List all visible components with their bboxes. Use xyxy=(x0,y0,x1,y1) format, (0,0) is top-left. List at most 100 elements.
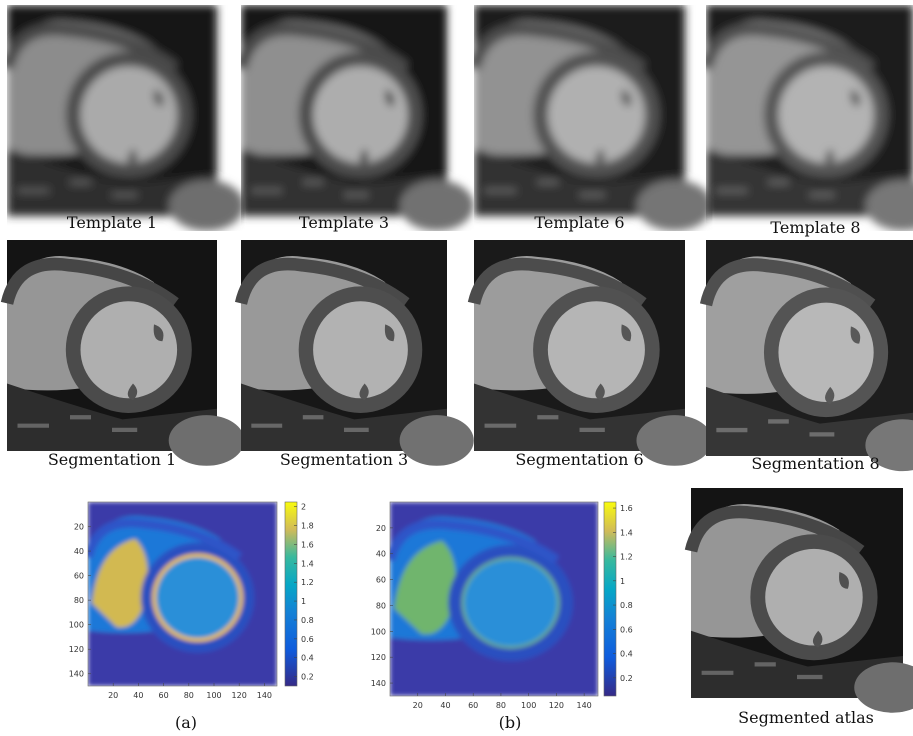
x-tick-label: 100 xyxy=(521,701,536,710)
colorbar-tick-label: 0.4 xyxy=(301,654,314,663)
segmentation-image xyxy=(0,240,245,466)
template-image xyxy=(699,5,913,231)
caption: Template 3 xyxy=(299,213,389,232)
caption: Template 8 xyxy=(770,218,860,237)
y-tick-label: 120 xyxy=(371,653,386,662)
colorbar-tick-label: 0.2 xyxy=(620,674,633,683)
heatmap-band xyxy=(83,518,243,561)
heatmap-hot xyxy=(91,538,148,628)
x-tick-label: 20 xyxy=(108,691,118,700)
y-tick-label: 20 xyxy=(376,524,386,533)
colorbar-tick-label: 1.8 xyxy=(301,522,314,531)
band xyxy=(467,22,647,74)
papillary xyxy=(127,89,164,166)
lower-right xyxy=(854,662,913,713)
plot-frame xyxy=(389,501,599,697)
band xyxy=(699,258,876,311)
lower-dark xyxy=(7,148,217,216)
y-tick-label: 120 xyxy=(69,645,84,654)
blood-pool xyxy=(765,548,863,646)
x-tick-label: 140 xyxy=(576,701,591,710)
lower-dark xyxy=(241,383,447,451)
x-tick-label: 140 xyxy=(257,691,272,700)
y-tick-label: 80 xyxy=(74,596,84,605)
caption: Template 1 xyxy=(67,213,157,232)
papillary xyxy=(812,572,849,648)
band xyxy=(684,505,865,557)
caption: (a) xyxy=(175,713,197,732)
colorbar-tick-label: 1.4 xyxy=(301,559,314,568)
streak xyxy=(251,415,369,433)
papillary xyxy=(359,89,395,166)
band xyxy=(234,257,410,309)
x-tick-label: 60 xyxy=(468,701,478,710)
lower-right xyxy=(168,415,245,466)
y-tick-label: 60 xyxy=(74,572,84,581)
lower-dark xyxy=(706,386,913,456)
lower-right xyxy=(168,180,245,231)
blood-pool xyxy=(547,66,645,164)
streak xyxy=(17,180,138,198)
segmentation-image xyxy=(684,488,913,713)
band xyxy=(699,22,876,74)
papillary xyxy=(825,326,861,405)
segmentation-image xyxy=(699,240,913,472)
caption: Segmentation 1 xyxy=(48,450,176,469)
papillary xyxy=(595,324,632,401)
y-tick-label: 100 xyxy=(69,621,84,630)
heatmap-hot xyxy=(394,540,456,635)
x-tick-label: 80 xyxy=(496,701,506,710)
colorbar-tick-label: 1 xyxy=(620,577,625,586)
caption: Segmentation 6 xyxy=(515,450,643,469)
colorbar-tick-label: 1.6 xyxy=(620,504,633,513)
template-image xyxy=(0,5,245,231)
heatmap-pool xyxy=(461,557,560,649)
x-tick-label: 120 xyxy=(232,691,247,700)
lower-dark xyxy=(7,383,217,451)
x-tick-label: 80 xyxy=(184,691,194,700)
colorbar xyxy=(284,501,298,687)
x-tick-label: 40 xyxy=(133,691,143,700)
lower-right xyxy=(865,419,913,472)
colorbar-tick-label: 0.8 xyxy=(620,601,633,610)
x-tick-label: 60 xyxy=(159,691,169,700)
x-tick-label: 20 xyxy=(413,701,423,710)
colorbar-tick-label: 2 xyxy=(301,503,306,512)
blood-pool xyxy=(778,66,874,164)
band xyxy=(467,257,647,309)
template-image xyxy=(234,5,474,231)
colorbar-tick-label: 0.6 xyxy=(301,635,314,644)
caption: Segmented atlas xyxy=(738,708,874,727)
plot-frame xyxy=(87,501,278,687)
band xyxy=(0,257,179,309)
streak xyxy=(484,180,605,198)
streak xyxy=(701,662,823,680)
lower-right xyxy=(399,415,474,466)
papillary xyxy=(359,324,395,401)
template-image xyxy=(467,5,713,231)
caption: Segmentation 8 xyxy=(751,454,879,473)
segmentation-image xyxy=(467,240,713,466)
lower-right xyxy=(399,180,474,231)
caption: (b) xyxy=(499,713,522,732)
blood-pool xyxy=(778,302,874,402)
papillary xyxy=(825,89,861,166)
colorbar-tick-label: 0.6 xyxy=(620,625,633,634)
streak xyxy=(716,180,835,198)
papillary xyxy=(127,324,164,401)
blood-pool xyxy=(313,301,408,399)
lower-right xyxy=(636,415,713,466)
blood-pool xyxy=(80,66,178,164)
colorbar-tick-label: 1.2 xyxy=(620,553,633,562)
lower-dark xyxy=(474,383,685,451)
y-tick-label: 40 xyxy=(74,547,84,556)
colorbar-tick-label: 0.8 xyxy=(301,616,314,625)
x-tick-label: 120 xyxy=(549,701,564,710)
colorbar-tick-label: 1.6 xyxy=(301,540,314,549)
caption: Template 6 xyxy=(534,213,624,232)
streak xyxy=(484,415,605,433)
y-tick-label: 60 xyxy=(376,576,386,585)
segmentation-image xyxy=(234,240,474,466)
y-tick-label: 140 xyxy=(69,670,84,679)
x-tick-label: 100 xyxy=(206,691,221,700)
